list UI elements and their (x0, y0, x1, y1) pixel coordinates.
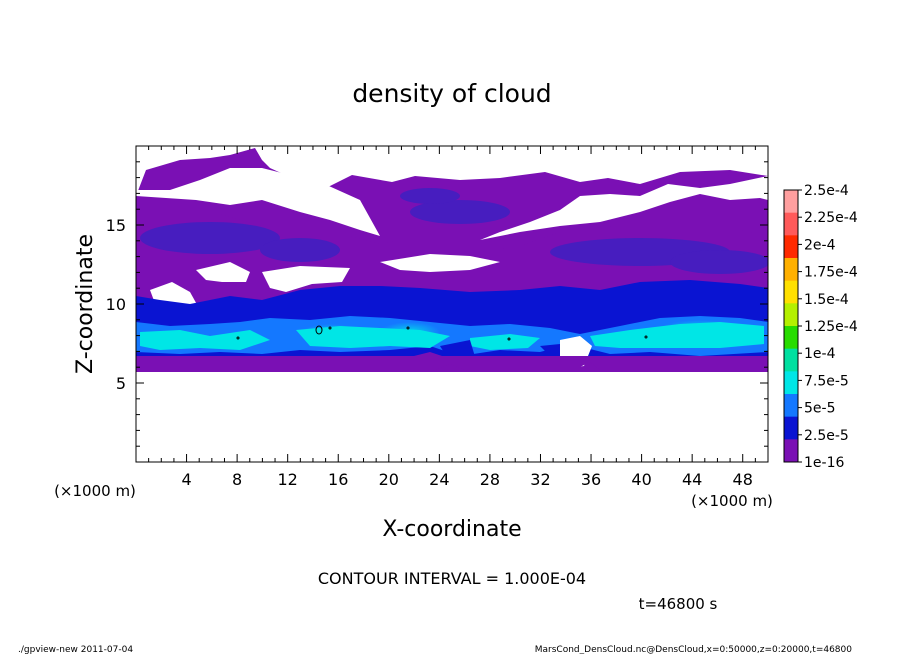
x-tick-label: 40 (631, 470, 651, 489)
clear-gap (300, 146, 362, 160)
contour-markers (236, 325, 648, 341)
x-tick-label: 28 (480, 470, 500, 489)
colorbar-segment (784, 371, 798, 395)
colorbar-label: 7.5e-5 (804, 373, 849, 389)
x-axis-ticks (148, 146, 756, 462)
colorbar-label: 2.5e-4 (804, 183, 849, 199)
colorbar (783, 189, 802, 463)
footer-right: MarsCond_DensCloud.nc@DensCloud,x=0:5000… (535, 645, 852, 654)
x-axis-tick-labels: 4 8 12 16 20 24 28 32 36 40 44 48 (181, 470, 752, 489)
colorbar-labels: 2.5e-4 2.25e-4 2e-4 1.75e-4 1.5e-4 1.25e-4 1e-… (804, 183, 858, 471)
x-tick-label: 4 (181, 470, 191, 489)
chart-title: density of cloud (352, 79, 551, 108)
clear-gap (136, 168, 380, 236)
colorbar-segment (784, 326, 798, 350)
colorbar-segment (784, 416, 798, 440)
x-tick-label: 12 (278, 470, 298, 489)
contour-interval: CONTOUR INTERVAL = 1.000E-04 (318, 569, 586, 588)
cyan-glow (300, 320, 740, 344)
footer-left: ./gpview-new 2011-07-04 (18, 645, 133, 654)
colorbar-label: 2.5e-5 (804, 428, 849, 444)
colorbar-segment (784, 348, 798, 372)
colorbar-label: 2.25e-4 (804, 210, 858, 226)
x-axis-label: X-coordinate (382, 517, 521, 542)
clear-gap (380, 254, 500, 272)
y-tick-label: 15 (106, 216, 126, 235)
colorbar-label: 5e-5 (804, 401, 835, 417)
colorbar-segment (784, 439, 798, 463)
y-tick-label: 5 (116, 374, 126, 393)
x-tick-label: 48 (733, 470, 753, 489)
colorbar-label: 1.25e-4 (804, 319, 858, 335)
clear-gap (480, 176, 768, 240)
colorbar-label: 2e-4 (804, 237, 836, 253)
cloud-region-base (136, 356, 768, 372)
colorbar-segment (784, 212, 798, 236)
colorbar-label: 1e-16 (804, 455, 844, 471)
x-tick-label: 24 (429, 470, 449, 489)
plot-area (136, 146, 768, 462)
x-tick-label: 8 (232, 470, 242, 489)
colorbar-label: 1.75e-4 (804, 265, 858, 281)
x-tick-label: 44 (682, 470, 702, 489)
x-unit-label: (×1000 m) (691, 492, 773, 510)
colorbar-segment (784, 190, 798, 214)
y-unit-label: (×1000 m) (54, 482, 136, 500)
y-tick-label: 10 (106, 295, 126, 314)
colorbar-label: 1.5e-4 (804, 292, 849, 308)
x-tick-label: 32 (530, 470, 550, 489)
clear-gap (262, 266, 350, 292)
y-axis-label: Z-coordinate (73, 234, 98, 374)
x-tick-label: 20 (379, 470, 399, 489)
colorbar-segment (784, 258, 798, 282)
y-axis-ticks (136, 161, 768, 447)
colorbar-segment (784, 280, 798, 304)
colorbar-label: 1e-4 (804, 346, 836, 362)
dense-patches-upper (140, 188, 768, 274)
y-axis-tick-labels: 5 10 15 (106, 216, 126, 393)
colorbar-segment (784, 394, 798, 418)
time-label: t=46800 s (639, 595, 718, 613)
clear-gap (196, 262, 250, 282)
x-tick-label: 16 (328, 470, 348, 489)
x-tick-label: 36 (581, 470, 601, 489)
colorbar-segment (784, 303, 798, 327)
colorbar-segment (784, 235, 798, 259)
